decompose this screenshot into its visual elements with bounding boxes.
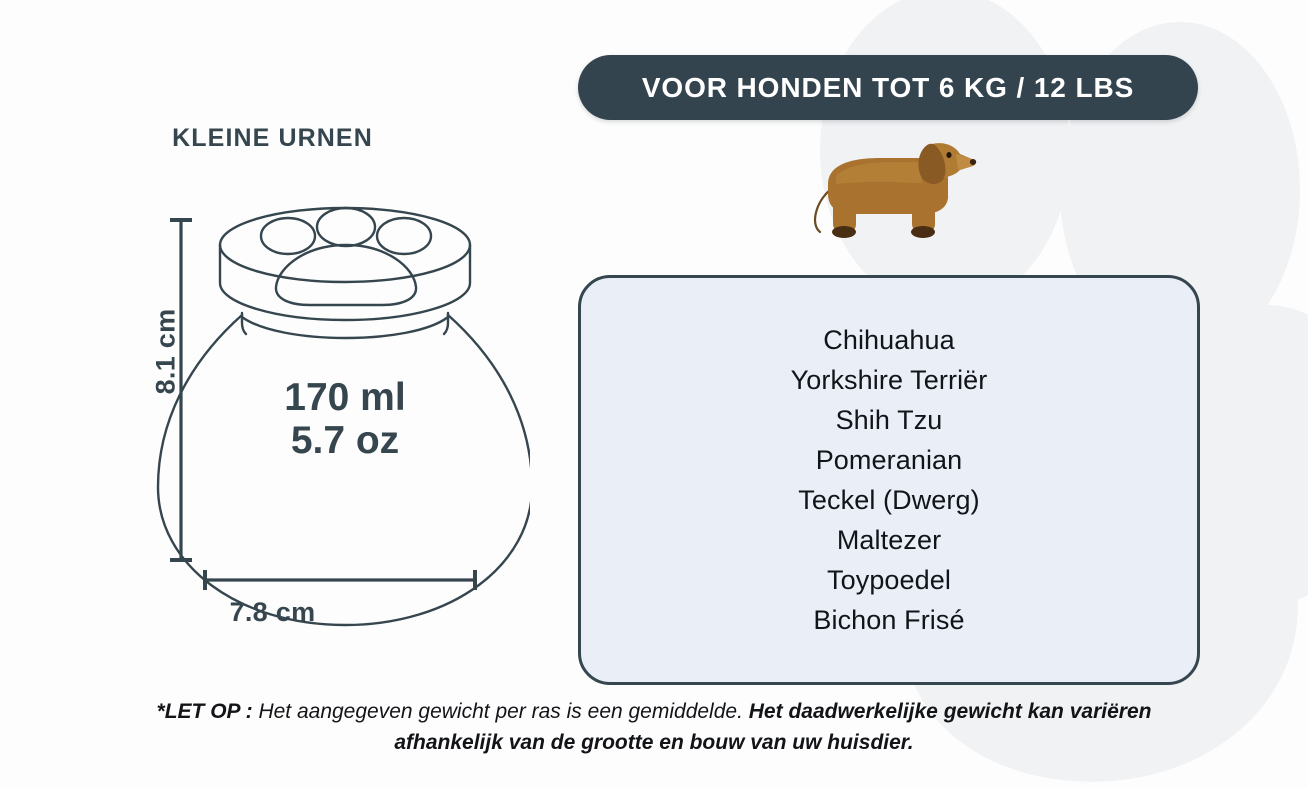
- footnote-lead: *LET OP :: [156, 700, 253, 723]
- paw-toe-left: [259, 216, 317, 256]
- list-item: Chihuahua: [823, 325, 955, 355]
- list-item: Shih Tzu: [835, 405, 943, 435]
- urn-drawing: 170 ml 5.7 oz: [156, 206, 530, 627]
- list-item: Pomeranian: [815, 445, 963, 475]
- height-dimension-line: [170, 218, 192, 562]
- list-item: Maltezer: [836, 525, 942, 555]
- urn-lid-side: [218, 243, 472, 322]
- footnote: *LET OP : Het aangegeven gewicht per ras…: [154, 696, 1154, 758]
- weight-banner: VOOR HONDEN TOT 6 KG / 12 LBS: [578, 55, 1198, 120]
- weight-banner-label: VOOR HONDEN TOT 6 KG / 12 LBS: [641, 71, 1135, 103]
- width-dimension-line: [203, 570, 477, 590]
- dachshund-icon: [813, 143, 977, 238]
- height-dimension-label: 8.1 cm: [150, 308, 181, 395]
- list-item: Teckel (Dwerg): [798, 485, 980, 515]
- paw-pad: [274, 243, 418, 307]
- width-dimension-label: 7.8 cm: [229, 597, 316, 627]
- footnote-emphasis: Het daadwerkelijke gewicht kan variëren …: [394, 700, 1152, 754]
- urn-body: [156, 313, 530, 627]
- page-title: KLEINE URNEN: [172, 124, 373, 152]
- paw-toe-right: [375, 216, 433, 256]
- urn-volume-ml: 170 ml: [284, 376, 405, 419]
- urn-neck: [240, 311, 248, 336]
- list-item: Yorkshire Terriër: [790, 365, 988, 395]
- footnote-body: Het aangegeven gewicht per ras is een ge…: [252, 700, 749, 723]
- list-item: Toypoedel: [827, 565, 951, 595]
- urn-volume-oz: 5.7 oz: [291, 419, 399, 462]
- urn-illustration: 170 ml 5.7 oz: [130, 195, 530, 645]
- breed-list: Chihuahua Yorkshire Terriër Shih Tzu Pom…: [791, 320, 988, 640]
- breed-list-box: Chihuahua Yorkshire Terriër Shih Tzu Pom…: [578, 275, 1200, 685]
- urn-shoulder: [240, 315, 450, 340]
- paw-toe-middle: [315, 206, 377, 248]
- list-item: Bichon Frisé: [813, 605, 965, 635]
- urn-panel: KLEINE URNEN: [0, 0, 545, 700]
